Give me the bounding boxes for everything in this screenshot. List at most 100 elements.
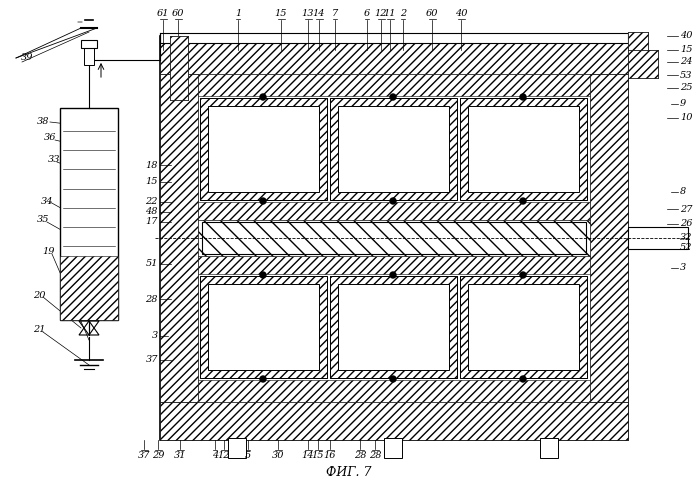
Text: 51: 51 <box>145 260 158 268</box>
Bar <box>628 50 658 78</box>
Bar <box>468 106 579 192</box>
Bar <box>460 98 587 200</box>
Text: 14: 14 <box>302 450 315 460</box>
Bar <box>228 438 246 458</box>
Bar <box>460 276 587 378</box>
Circle shape <box>390 198 396 204</box>
Bar <box>160 402 628 440</box>
Text: 5: 5 <box>245 450 251 460</box>
Circle shape <box>520 272 526 278</box>
Text: 33: 33 <box>48 156 60 164</box>
Text: 28: 28 <box>145 294 158 304</box>
Text: 22: 22 <box>145 198 158 206</box>
Text: 12: 12 <box>375 9 387 19</box>
Bar <box>330 276 457 378</box>
Text: 17: 17 <box>145 218 158 226</box>
Circle shape <box>390 272 396 278</box>
Bar <box>590 74 628 402</box>
Circle shape <box>260 198 266 204</box>
Bar <box>468 284 579 370</box>
Bar <box>202 222 586 254</box>
Text: 14: 14 <box>312 9 325 19</box>
Text: 40: 40 <box>455 9 467 19</box>
Text: 34: 34 <box>41 198 53 206</box>
Text: 28: 28 <box>369 450 381 460</box>
Bar <box>160 33 628 43</box>
Text: 11: 11 <box>384 9 396 19</box>
Text: 60: 60 <box>426 9 438 19</box>
Bar <box>198 220 590 256</box>
Text: 38: 38 <box>37 118 49 126</box>
Bar <box>628 227 688 249</box>
Text: 52: 52 <box>680 244 693 252</box>
Bar <box>198 74 590 96</box>
Text: 3: 3 <box>152 331 158 341</box>
Text: 6: 6 <box>364 9 370 19</box>
Bar <box>198 202 590 220</box>
Text: 1: 1 <box>235 9 241 19</box>
Text: 30: 30 <box>272 450 284 460</box>
Text: 20: 20 <box>33 290 45 300</box>
Bar <box>200 276 327 378</box>
Text: 35: 35 <box>37 216 49 224</box>
Text: 32: 32 <box>680 232 693 242</box>
Bar <box>330 98 457 200</box>
Text: 10: 10 <box>680 114 693 122</box>
Text: 8: 8 <box>680 187 686 197</box>
Bar <box>628 32 648 50</box>
Circle shape <box>260 272 266 278</box>
Text: 3: 3 <box>680 264 686 272</box>
Bar <box>160 36 628 74</box>
Text: 16: 16 <box>324 450 336 460</box>
Text: 12: 12 <box>218 450 230 460</box>
Circle shape <box>520 94 526 100</box>
Text: 13: 13 <box>302 9 315 19</box>
Bar <box>208 284 319 370</box>
Text: 15: 15 <box>145 178 158 186</box>
Text: 18: 18 <box>145 161 158 169</box>
Circle shape <box>390 376 396 382</box>
Text: 19: 19 <box>43 247 55 257</box>
Text: 37: 37 <box>138 450 150 460</box>
Bar <box>460 98 587 200</box>
Bar <box>60 108 118 320</box>
Bar <box>170 36 188 100</box>
Text: ФИГ. 7: ФИГ. 7 <box>326 466 372 479</box>
Circle shape <box>520 376 526 382</box>
Bar <box>330 98 457 200</box>
Text: 7: 7 <box>332 9 338 19</box>
Text: 37: 37 <box>145 355 158 365</box>
Text: 15: 15 <box>312 450 324 460</box>
Bar <box>200 276 327 378</box>
Circle shape <box>390 94 396 100</box>
Text: 48: 48 <box>145 207 158 217</box>
Text: 4: 4 <box>212 450 218 460</box>
Bar <box>200 98 327 200</box>
Text: 26: 26 <box>680 220 693 228</box>
Bar <box>628 50 658 78</box>
Text: 39: 39 <box>21 54 34 62</box>
Bar <box>170 36 188 100</box>
Bar <box>84 47 94 65</box>
Bar <box>198 256 590 274</box>
Text: 53: 53 <box>680 70 693 80</box>
Bar <box>330 276 457 378</box>
Text: 29: 29 <box>152 450 164 460</box>
Bar <box>160 74 198 402</box>
Text: 21: 21 <box>33 325 45 334</box>
Text: 60: 60 <box>172 9 185 19</box>
Text: 28: 28 <box>354 450 366 460</box>
Circle shape <box>260 376 266 382</box>
Bar <box>208 106 319 192</box>
Text: 15: 15 <box>680 45 693 55</box>
Text: 2: 2 <box>400 9 406 19</box>
Bar <box>338 284 449 370</box>
Bar <box>198 380 590 402</box>
Text: 36: 36 <box>44 134 56 142</box>
Text: 15: 15 <box>275 9 287 19</box>
Text: 9: 9 <box>680 100 686 108</box>
Bar <box>628 32 648 50</box>
Bar <box>60 256 118 320</box>
Text: 31: 31 <box>174 450 186 460</box>
Bar <box>160 36 628 440</box>
